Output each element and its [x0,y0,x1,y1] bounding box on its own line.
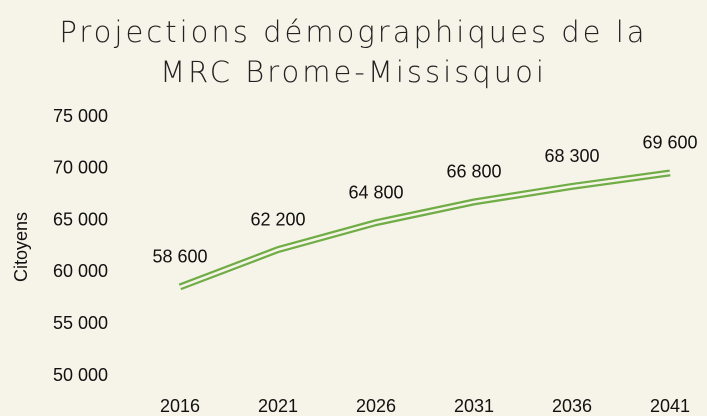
y-axis-label: Citoyens [11,212,31,282]
y-tick-label: 55 000 [53,313,108,333]
y-tick-label: 70 000 [53,158,108,178]
x-tick-label: 2036 [552,396,592,416]
x-tick-label: 2026 [356,396,396,416]
y-tick-label: 50 000 [53,365,108,385]
data-label: 64 800 [348,182,403,202]
x-tick-label: 2021 [258,396,298,416]
y-tick-label: 75 000 [53,106,108,126]
data-label: 68 300 [544,146,599,166]
x-tick-label: 2016 [160,396,200,416]
data-label: 69 600 [642,133,697,153]
y-tick-label: 60 000 [53,261,108,281]
line [178,169,671,291]
x-tick-label: 2041 [650,396,690,416]
y-tick-label: 65 000 [53,209,108,229]
chart-title: Projections démographiques de la MRC Bro… [59,15,648,89]
data-label: 62 200 [250,209,305,229]
line-inner [179,171,671,289]
x-tick-label: 2031 [454,396,494,416]
data-label: 58 600 [152,247,207,267]
data-label: 66 800 [446,162,501,182]
